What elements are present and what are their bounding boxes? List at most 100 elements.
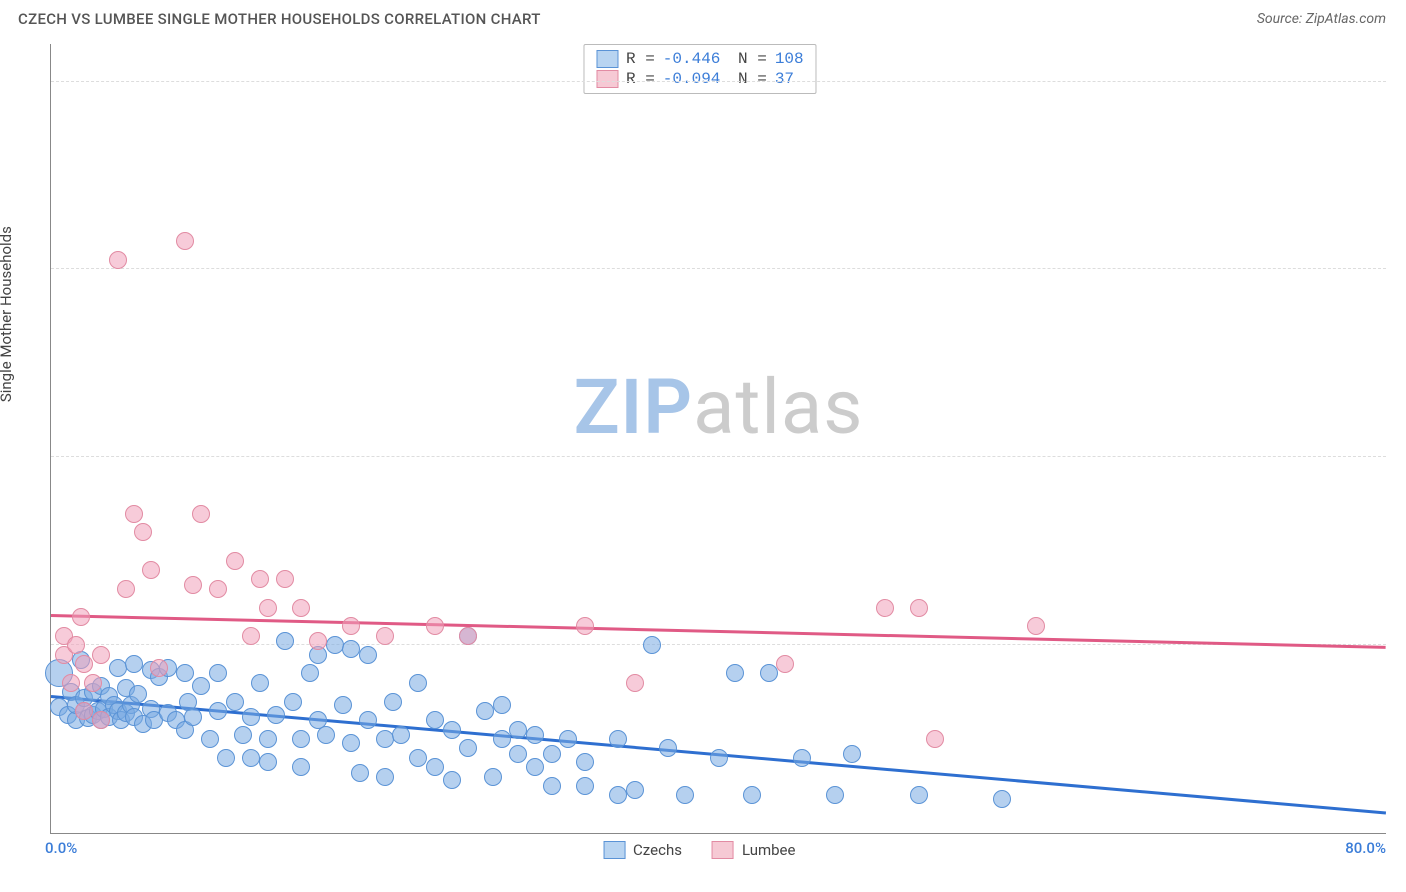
marker — [242, 708, 260, 726]
marker — [242, 627, 260, 645]
legend-item-czechs: Czechs — [603, 841, 682, 859]
correlation-legend: R = -0.446 N = 108 R = -0.094 N = 37 — [583, 44, 817, 94]
marker — [843, 745, 861, 763]
gridline — [51, 81, 1386, 82]
legend-item-lumbee: Lumbee — [712, 841, 796, 859]
marker — [217, 749, 235, 767]
marker — [926, 730, 944, 748]
marker — [726, 664, 744, 682]
marker — [509, 721, 527, 739]
marker — [292, 758, 310, 776]
marker — [493, 730, 511, 748]
x-tick-min: 0.0% — [45, 839, 77, 857]
marker — [760, 664, 778, 682]
marker — [509, 745, 527, 763]
marker — [559, 730, 577, 748]
legend-label-czechs: Czechs — [633, 841, 682, 859]
marker — [301, 664, 319, 682]
marker — [342, 734, 360, 752]
header: CZECH VS LUMBEE SINGLE MOTHER HOUSEHOLDS… — [0, 0, 1406, 36]
marker — [459, 627, 477, 645]
marker — [109, 251, 127, 269]
swatch-lumbee-icon — [596, 70, 618, 88]
n-value-czechs: 108 — [775, 50, 804, 68]
marker — [317, 726, 335, 744]
marker — [309, 632, 327, 650]
r-label: R = — [626, 50, 655, 68]
marker — [226, 552, 244, 570]
marker — [776, 655, 794, 673]
r-value-lumbee: -0.094 — [663, 70, 721, 88]
marker — [134, 523, 152, 541]
y-tick-label: 20.0% — [1392, 448, 1406, 466]
marker — [392, 726, 410, 744]
marker — [109, 659, 127, 677]
marker — [92, 646, 110, 664]
marker — [125, 505, 143, 523]
marker — [259, 730, 277, 748]
correlation-row-czechs: R = -0.446 N = 108 — [596, 49, 804, 69]
marker — [793, 749, 811, 767]
marker — [251, 674, 269, 692]
marker — [84, 674, 102, 692]
marker — [526, 758, 544, 776]
marker — [259, 753, 277, 771]
swatch-czechs-icon — [596, 50, 618, 68]
marker — [359, 711, 377, 729]
marker — [351, 764, 369, 782]
marker — [242, 749, 260, 767]
marker — [826, 786, 844, 804]
n-value-lumbee: 37 — [775, 70, 794, 88]
series-legend: Czechs Lumbee — [603, 841, 795, 859]
marker — [643, 636, 661, 654]
marker — [376, 627, 394, 645]
marker — [876, 599, 894, 617]
marker — [342, 617, 360, 635]
marker — [476, 702, 494, 720]
marker — [609, 786, 627, 804]
marker — [910, 786, 928, 804]
marker — [276, 632, 294, 650]
marker — [443, 721, 461, 739]
watermark: ZIPatlas — [574, 362, 864, 452]
marker — [142, 561, 160, 579]
chart-title: CZECH VS LUMBEE SINGLE MOTHER HOUSEHOLDS… — [18, 10, 541, 28]
marker — [409, 674, 427, 692]
marker — [276, 570, 294, 588]
marker — [443, 771, 461, 789]
marker — [426, 758, 444, 776]
marker — [993, 790, 1011, 808]
marker — [129, 685, 147, 703]
marker — [426, 711, 444, 729]
y-axis-title: Single Mother Households — [0, 226, 15, 402]
marker — [176, 664, 194, 682]
marker — [576, 617, 594, 635]
swatch-lumbee-icon — [712, 841, 734, 859]
marker — [493, 696, 511, 714]
gridline — [51, 268, 1386, 269]
watermark-atlas: atlas — [693, 362, 863, 452]
marker — [910, 599, 928, 617]
marker — [201, 730, 219, 748]
marker — [75, 702, 93, 720]
marker — [117, 580, 135, 598]
marker — [267, 706, 285, 724]
marker — [426, 617, 444, 635]
marker — [384, 693, 402, 711]
marker — [334, 696, 352, 714]
marker — [376, 768, 394, 786]
marker — [209, 702, 227, 720]
marker — [526, 726, 544, 744]
swatch-czechs-icon — [603, 841, 625, 859]
marker — [184, 576, 202, 594]
marker — [342, 640, 360, 658]
marker — [676, 786, 694, 804]
y-tick-label: 10.0% — [1392, 636, 1406, 654]
marker — [1027, 617, 1045, 635]
source-attribution: Source: ZipAtlas.com — [1257, 11, 1386, 27]
marker — [543, 745, 561, 763]
marker — [62, 674, 80, 692]
marker — [92, 711, 110, 729]
x-tick-max: 80.0% — [1345, 839, 1386, 857]
marker — [326, 636, 344, 654]
